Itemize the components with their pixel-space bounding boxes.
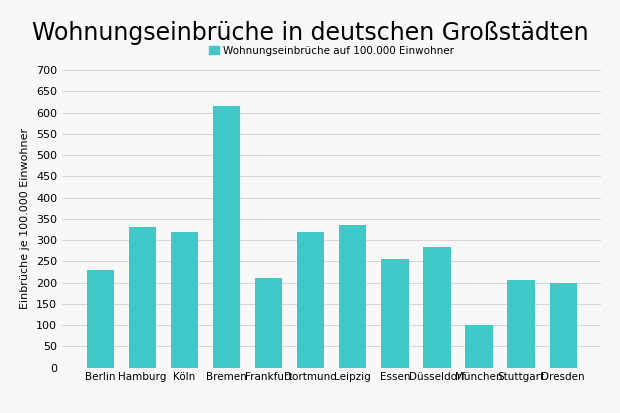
Bar xyxy=(87,270,114,368)
Bar xyxy=(128,228,156,368)
Bar xyxy=(549,282,577,368)
Bar xyxy=(466,325,493,368)
Bar xyxy=(170,232,198,368)
Bar xyxy=(339,225,366,368)
Bar xyxy=(255,278,282,368)
Bar xyxy=(381,259,409,368)
Bar xyxy=(507,280,535,368)
Bar xyxy=(423,247,451,368)
Legend: Wohnungseinbrüche auf 100.000 Einwohner: Wohnungseinbrüche auf 100.000 Einwohner xyxy=(210,46,454,56)
Bar xyxy=(297,232,324,368)
Y-axis label: Einbrüche je 100.000 Einwohner: Einbrüche je 100.000 Einwohner xyxy=(20,128,30,309)
Bar xyxy=(213,106,240,368)
Text: Wohnungseinbrüche in deutschen Großstädten: Wohnungseinbrüche in deutschen Großstädt… xyxy=(32,21,588,45)
